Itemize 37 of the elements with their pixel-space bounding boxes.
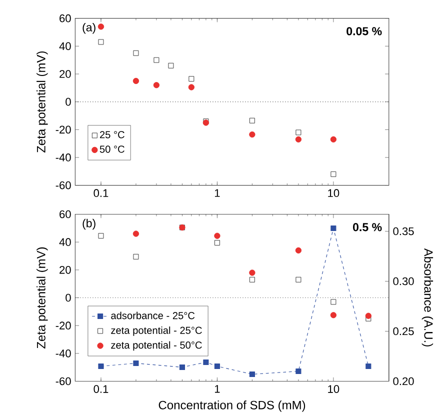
y-tick-label: 20	[60, 70, 71, 78]
y2-tick-label: 0.35	[393, 227, 414, 236]
annotation: (a)	[82, 23, 96, 34]
y-tick-label: -40	[56, 154, 71, 162]
y-tick-label: -60	[56, 377, 71, 386]
y-tick-label: 60	[60, 14, 71, 22]
y-axis-title: Zeta potential (mV)	[36, 52, 48, 153]
x-tick-label: 1	[214, 189, 220, 197]
x-tick-label: 10	[328, 189, 340, 198]
y2-tick-label: 0.30	[393, 277, 414, 286]
annotation: 0.5 %	[353, 223, 382, 232]
y-tick-label: 0	[66, 294, 71, 302]
y2-tick-label: 0.20	[393, 377, 414, 386]
annotation: 0.05 %	[346, 27, 382, 36]
x-tick-label: 0.1	[94, 385, 108, 394]
y-tick-label: -40	[56, 350, 71, 358]
x-tick-label: 10	[328, 385, 340, 394]
y-tick-label: 20	[60, 266, 71, 274]
x-axis-title: Concentration of SDS (mM)	[158, 400, 306, 412]
y-tick-label: -20	[56, 126, 71, 134]
legend-label: 50 °C	[100, 146, 124, 153]
y-tick-label: -60	[56, 181, 71, 190]
x-tick-label: 1	[214, 385, 220, 393]
legend-label: 25 °C	[100, 131, 124, 138]
y-axis-title: Zeta potential (mV)	[36, 247, 48, 349]
y2-axis-title: Absorbance (A.U.)	[422, 248, 434, 346]
y2-tick-label: 0.25	[393, 327, 414, 336]
y-tick-label: 60	[60, 210, 71, 218]
legend-label: adsorbance - 25°C	[111, 312, 195, 320]
legend-label: zeta potential - 50°C	[111, 341, 202, 351]
y-tick-label: 40	[59, 238, 71, 246]
x-tick-label: 0.1	[94, 189, 108, 198]
y-tick-label: -20	[56, 322, 71, 330]
annotation: (b)	[82, 218, 96, 230]
y-tick-label: 40	[59, 42, 71, 50]
y-tick-label: 0	[66, 98, 71, 106]
legend-label: zeta potential - 25°C	[111, 326, 202, 336]
